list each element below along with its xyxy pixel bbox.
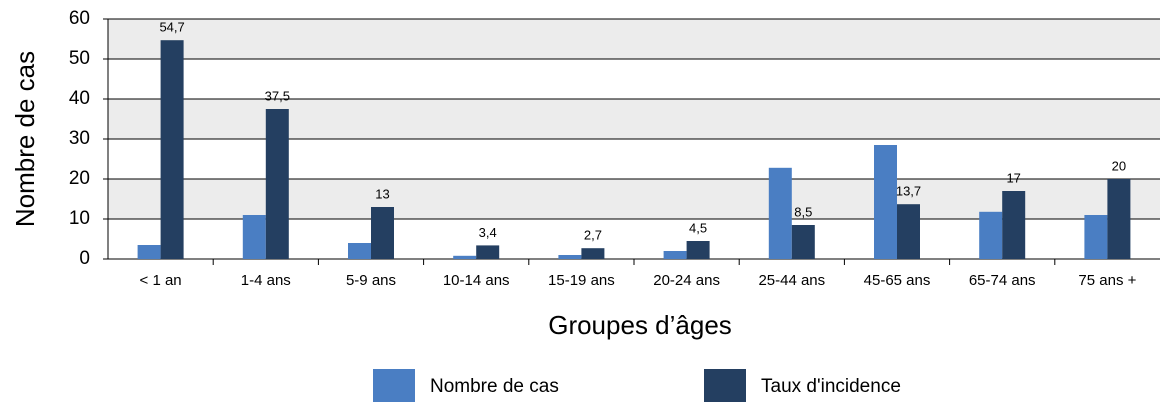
x-tick-label: 65-74 ans: [969, 272, 1036, 289]
bar: [686, 241, 710, 259]
grid-band: [108, 19, 1160, 59]
y-tick-label: 50: [69, 48, 90, 69]
bar: [265, 109, 289, 259]
y-tick-label: 40: [69, 88, 90, 109]
legend-label: Taux d'incidence: [761, 376, 901, 397]
bar: [1084, 215, 1108, 259]
x-tick-label: 10-14 ans: [443, 272, 510, 289]
x-tick-label: 5-9 ans: [346, 272, 396, 289]
x-tick-label: 1-4 ans: [241, 272, 291, 289]
bar: [137, 245, 161, 259]
bar: [874, 145, 897, 259]
y-tick-label: 10: [69, 208, 90, 229]
bar: [979, 211, 1003, 259]
legend-label: Nombre de cas: [430, 376, 559, 397]
y-tick-label: 60: [69, 8, 90, 29]
y-tick-label: 0: [79, 248, 90, 269]
x-tick-label: 45-65 ans: [864, 272, 931, 289]
bar: [791, 225, 815, 259]
bar: [371, 207, 394, 259]
value-label: 17: [1006, 170, 1020, 185]
x-tick-label: 25-44 ans: [758, 272, 825, 289]
value-label: 20: [1112, 158, 1126, 173]
value-label: 4,5: [689, 220, 707, 235]
bar: [476, 245, 500, 259]
value-label: 54,7: [159, 20, 184, 35]
x-axis-label: Groupes d’âges: [548, 310, 732, 340]
y-axis-label: Nombre de cas: [10, 51, 40, 227]
bar: [768, 167, 792, 259]
legend-swatch: [373, 369, 415, 402]
bar: [1002, 191, 1026, 259]
value-label: 37,5: [265, 88, 290, 103]
x-tick-label: 75 ans +: [1078, 272, 1136, 289]
bar: [242, 215, 266, 259]
x-tick-label: 15-19 ans: [548, 272, 615, 289]
value-label: 3,4: [479, 225, 497, 240]
bar: [160, 40, 184, 260]
bar: [897, 204, 920, 259]
bar: [348, 243, 371, 259]
value-label: 13: [375, 186, 389, 201]
value-label: 2,7: [584, 228, 602, 243]
bar: [558, 255, 582, 259]
value-label: 13,7: [896, 184, 921, 199]
y-tick-label: 30: [69, 128, 90, 149]
y-tick-label: 20: [69, 168, 90, 189]
bar: [581, 248, 605, 259]
x-tick-label: 20-24 ans: [653, 272, 720, 289]
bar: [663, 251, 687, 259]
legend-swatch: [704, 369, 746, 402]
value-label: 8,5: [794, 204, 812, 219]
bar: [1107, 179, 1131, 259]
bar: [453, 255, 477, 259]
x-tick-label: < 1 an: [140, 272, 182, 289]
